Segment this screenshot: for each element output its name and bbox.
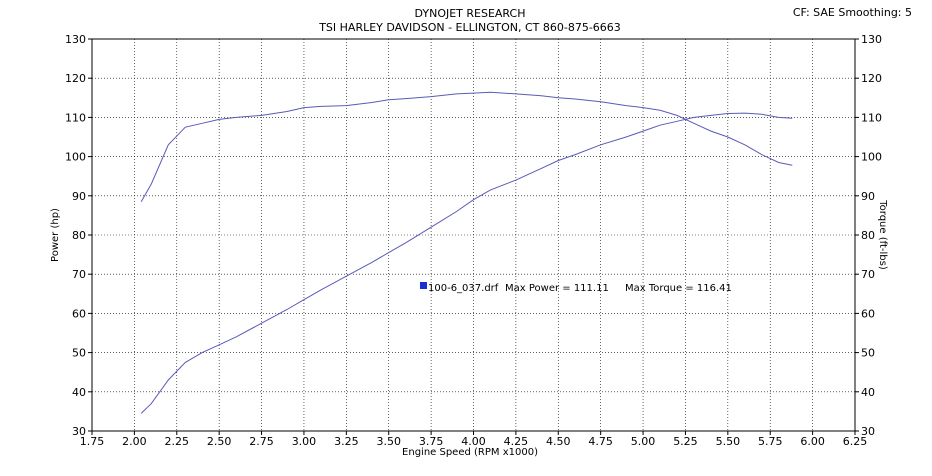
y2-tick-label: 60 xyxy=(861,307,875,320)
x-tick-label: 3.75 xyxy=(419,435,444,448)
grid xyxy=(92,39,855,431)
y2-tick-label: 130 xyxy=(861,33,882,46)
y2-tick-labels: 30 40 50 60 70 80 90 100 110 120 130 xyxy=(855,33,882,438)
y-tick-label: 50 xyxy=(72,347,86,360)
x-tick-label: 6.25 xyxy=(843,435,868,448)
x-tick-label: 2.75 xyxy=(249,435,274,448)
x-tick-label: 1.75 xyxy=(80,435,105,448)
x-tick-label: 3.25 xyxy=(334,435,359,448)
x-tick-label: 6.00 xyxy=(800,435,825,448)
x-tick-labels: 1.75 2.00 2.25 2.50 2.75 3.00 3.25 3.50 3.75 4.00… xyxy=(80,431,868,448)
x-tick-label: 4.25 xyxy=(504,435,529,448)
x-tick-label: 2.25 xyxy=(165,435,190,448)
x-tick-label: 3.00 xyxy=(292,435,317,448)
y-tick-label: 100 xyxy=(65,151,86,164)
x-tick-label: 2.00 xyxy=(122,435,147,448)
y-tick-label: 110 xyxy=(65,111,86,124)
legend-file: 100-6_037.drf xyxy=(428,283,499,294)
x-tick-label: 4.00 xyxy=(461,435,486,448)
legend-marker xyxy=(420,282,427,289)
y-tick-label: 30 xyxy=(72,425,86,438)
settings-label: CF: SAE Smoothing: 5 xyxy=(793,6,912,19)
x-axis-label: Engine Speed (RPM x1000) xyxy=(402,447,538,458)
y-tick-labels: 30 40 50 60 70 80 90 100 110 120 130 xyxy=(65,33,92,438)
y2-tick-label: 110 xyxy=(861,111,882,124)
y-tick-label: 70 xyxy=(72,268,86,281)
y2-tick-label: 40 xyxy=(861,386,875,399)
y-tick-label: 40 xyxy=(72,386,86,399)
x-tick-label: 5.25 xyxy=(673,435,698,448)
torque-line xyxy=(140,91,793,202)
y-axis-label: Power (hp) xyxy=(50,208,61,262)
power-line xyxy=(140,112,793,414)
x-tick-label: 3.50 xyxy=(376,435,401,448)
y2-tick-label: 90 xyxy=(861,190,875,203)
y2-tick-label: 30 xyxy=(861,425,875,438)
chart-subtitle: TSI HARLEY DAVIDSON - ELLINGTON, CT 860-… xyxy=(318,21,621,34)
y-tick-label: 80 xyxy=(72,229,86,242)
x-tick-label: 4.75 xyxy=(588,435,613,448)
y2-tick-label: 80 xyxy=(861,229,875,242)
x-tick-label: 2.50 xyxy=(207,435,232,448)
y2-axis-label: Torque (ft-lbs) xyxy=(877,199,888,270)
x-tick-label: 5.00 xyxy=(631,435,656,448)
legend-max-torque: Max Torque = 116.41 xyxy=(625,283,732,294)
chart-title: DYNOJET RESEARCH xyxy=(415,7,526,20)
y2-tick-label: 100 xyxy=(861,151,882,164)
y2-tick-label: 70 xyxy=(861,268,875,281)
y2-tick-label: 120 xyxy=(861,72,882,85)
y-tick-label: 130 xyxy=(65,33,86,46)
x-tick-label: 5.50 xyxy=(716,435,741,448)
x-tick-label: 4.50 xyxy=(546,435,571,448)
legend-max-power: Max Power = 111.11 xyxy=(505,283,609,294)
y-tick-label: 120 xyxy=(65,72,86,85)
y-tick-label: 60 xyxy=(72,307,86,320)
series-lines xyxy=(140,91,793,414)
y2-tick-label: 50 xyxy=(861,347,875,360)
y-tick-label: 90 xyxy=(72,190,86,203)
x-tick-label: 5.75 xyxy=(758,435,783,448)
